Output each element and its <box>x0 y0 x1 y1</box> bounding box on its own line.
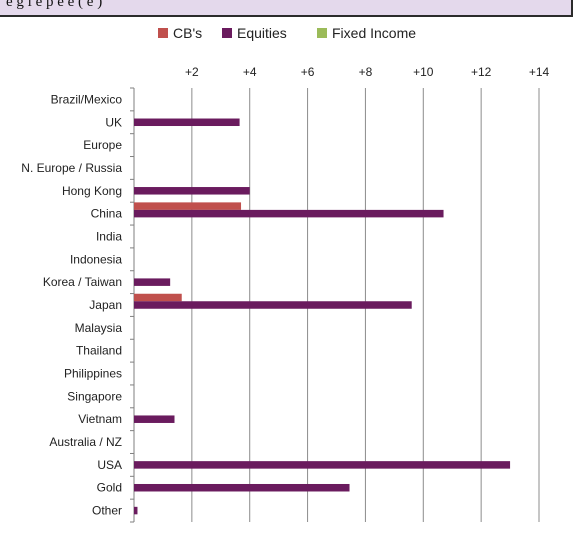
category-label: China <box>91 207 123 221</box>
bar-equities <box>134 187 250 195</box>
bar-equities <box>134 278 171 286</box>
category-label: USA <box>97 458 122 472</box>
category-label: Japan <box>89 298 122 312</box>
category-label: Thailand <box>76 344 122 358</box>
x-tick-label: +12 <box>471 65 492 79</box>
category-label: Vietnam <box>78 412 122 426</box>
category-label: India <box>96 229 122 243</box>
bar-equities <box>134 506 138 515</box>
legend-swatch <box>222 28 232 38</box>
legend-label: Equities <box>237 25 287 41</box>
bar-equities <box>134 415 175 423</box>
category-label: Indonesia <box>70 252 122 266</box>
category-label: Australia / NZ <box>49 435 122 449</box>
bar-equities <box>134 301 412 309</box>
legend-label: Fixed Income <box>332 25 416 41</box>
category-label: Brazil/Mexico <box>51 92 123 106</box>
bar-equities <box>134 483 350 492</box>
x-tick-label: +4 <box>243 65 257 79</box>
bar-equities <box>134 461 511 469</box>
x-tick-label: +10 <box>413 65 434 79</box>
legend-swatch <box>317 28 327 38</box>
category-label: Malaysia <box>75 321 123 335</box>
bar-cb-s <box>134 293 182 302</box>
category-label: Gold <box>97 481 122 495</box>
category-label: Philippines <box>64 367 122 381</box>
bar-equities <box>134 209 444 218</box>
category-label: Singapore <box>67 389 122 403</box>
category-label: N. Europe / Russia <box>21 161 122 175</box>
x-tick-label: +2 <box>185 65 199 79</box>
category-label: Europe <box>83 138 122 152</box>
header-text: e g i e p e e ( e ) <box>6 0 103 10</box>
header-band: e g i e p e e ( e ) <box>0 0 573 17</box>
x-tick-label: +6 <box>301 65 315 79</box>
bar-cb-s <box>134 202 242 210</box>
category-label: UK <box>105 115 122 129</box>
x-tick-label: +14 <box>529 65 550 79</box>
category-label: Korea / Taiwan <box>43 275 122 289</box>
x-tick-label: +8 <box>359 65 373 79</box>
bar-equities <box>134 118 240 127</box>
legend-swatch <box>158 28 168 38</box>
legend-label: CB's <box>173 25 202 41</box>
category-label: Hong Kong <box>62 184 122 198</box>
category-label: Other <box>92 504 122 518</box>
